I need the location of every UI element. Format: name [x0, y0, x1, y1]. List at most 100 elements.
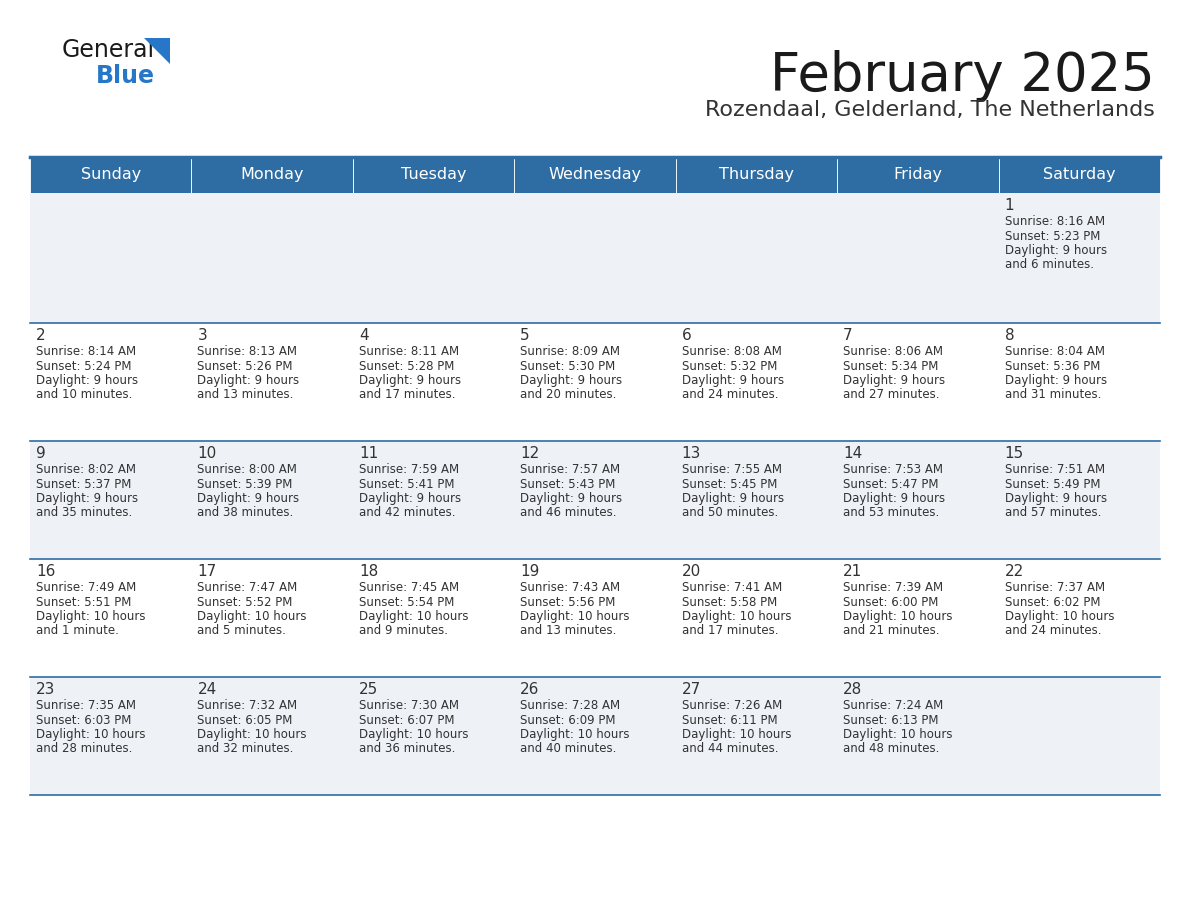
- Text: Sunset: 5:23 PM: Sunset: 5:23 PM: [1005, 230, 1100, 242]
- Text: Sunrise: 7:47 AM: Sunrise: 7:47 AM: [197, 581, 298, 594]
- Text: and 21 minutes.: and 21 minutes.: [843, 624, 940, 637]
- Text: Sunset: 5:45 PM: Sunset: 5:45 PM: [682, 477, 777, 490]
- Text: Sunrise: 7:24 AM: Sunrise: 7:24 AM: [843, 699, 943, 712]
- Text: Sunrise: 8:02 AM: Sunrise: 8:02 AM: [36, 463, 135, 476]
- Text: Daylight: 10 hours: Daylight: 10 hours: [682, 610, 791, 623]
- Text: Sunrise: 7:28 AM: Sunrise: 7:28 AM: [520, 699, 620, 712]
- Text: Sunset: 5:51 PM: Sunset: 5:51 PM: [36, 596, 132, 609]
- Text: Sunrise: 8:11 AM: Sunrise: 8:11 AM: [359, 345, 459, 358]
- Polygon shape: [144, 38, 170, 64]
- Text: and 31 minutes.: and 31 minutes.: [1005, 388, 1101, 401]
- Text: Daylight: 9 hours: Daylight: 9 hours: [1005, 374, 1107, 387]
- Text: 10: 10: [197, 446, 216, 461]
- Text: Sunrise: 8:06 AM: Sunrise: 8:06 AM: [843, 345, 943, 358]
- Text: Sunrise: 8:13 AM: Sunrise: 8:13 AM: [197, 345, 297, 358]
- Text: and 17 minutes.: and 17 minutes.: [682, 624, 778, 637]
- Text: Sunday: Sunday: [81, 167, 141, 183]
- Bar: [676, 157, 838, 193]
- Text: Sunrise: 8:00 AM: Sunrise: 8:00 AM: [197, 463, 297, 476]
- Text: Sunset: 5:26 PM: Sunset: 5:26 PM: [197, 360, 293, 373]
- Bar: [514, 157, 676, 193]
- Text: Sunrise: 7:55 AM: Sunrise: 7:55 AM: [682, 463, 782, 476]
- Text: and 36 minutes.: and 36 minutes.: [359, 743, 455, 756]
- Text: Daylight: 9 hours: Daylight: 9 hours: [682, 374, 784, 387]
- Text: Daylight: 9 hours: Daylight: 9 hours: [36, 374, 138, 387]
- Text: and 38 minutes.: and 38 minutes.: [197, 507, 293, 520]
- Text: 21: 21: [843, 564, 862, 579]
- Text: Sunrise: 7:45 AM: Sunrise: 7:45 AM: [359, 581, 459, 594]
- Bar: [353, 157, 514, 193]
- Text: Sunset: 5:32 PM: Sunset: 5:32 PM: [682, 360, 777, 373]
- Text: Daylight: 9 hours: Daylight: 9 hours: [520, 492, 623, 505]
- Text: Daylight: 10 hours: Daylight: 10 hours: [843, 728, 953, 741]
- Bar: [838, 157, 999, 193]
- Text: Rozendaal, Gelderland, The Netherlands: Rozendaal, Gelderland, The Netherlands: [706, 100, 1155, 120]
- Text: Daylight: 9 hours: Daylight: 9 hours: [359, 492, 461, 505]
- Text: 2: 2: [36, 328, 45, 343]
- Text: Daylight: 10 hours: Daylight: 10 hours: [520, 610, 630, 623]
- Bar: [191, 157, 353, 193]
- Text: Sunset: 5:41 PM: Sunset: 5:41 PM: [359, 477, 454, 490]
- Text: Sunrise: 7:59 AM: Sunrise: 7:59 AM: [359, 463, 459, 476]
- Text: Blue: Blue: [96, 64, 154, 88]
- Text: Wednesday: Wednesday: [549, 167, 642, 183]
- Bar: [30, 677, 1159, 795]
- Text: Daylight: 10 hours: Daylight: 10 hours: [682, 728, 791, 741]
- Text: and 48 minutes.: and 48 minutes.: [843, 743, 940, 756]
- Text: Sunset: 5:34 PM: Sunset: 5:34 PM: [843, 360, 939, 373]
- Text: and 57 minutes.: and 57 minutes.: [1005, 507, 1101, 520]
- Text: Daylight: 9 hours: Daylight: 9 hours: [1005, 244, 1107, 257]
- Text: Sunrise: 7:53 AM: Sunrise: 7:53 AM: [843, 463, 943, 476]
- Text: Daylight: 9 hours: Daylight: 9 hours: [843, 374, 946, 387]
- Text: Thursday: Thursday: [719, 167, 794, 183]
- Text: Daylight: 10 hours: Daylight: 10 hours: [36, 728, 145, 741]
- Text: and 42 minutes.: and 42 minutes.: [359, 507, 455, 520]
- Text: and 24 minutes.: and 24 minutes.: [682, 388, 778, 401]
- Text: Sunset: 5:28 PM: Sunset: 5:28 PM: [359, 360, 454, 373]
- Text: Daylight: 10 hours: Daylight: 10 hours: [520, 728, 630, 741]
- Text: 3: 3: [197, 328, 207, 343]
- Text: and 50 minutes.: and 50 minutes.: [682, 507, 778, 520]
- Text: Sunset: 6:05 PM: Sunset: 6:05 PM: [197, 713, 292, 726]
- Text: 18: 18: [359, 564, 378, 579]
- Text: and 46 minutes.: and 46 minutes.: [520, 507, 617, 520]
- Bar: [30, 441, 1159, 559]
- Text: and 13 minutes.: and 13 minutes.: [520, 624, 617, 637]
- Text: Monday: Monday: [240, 167, 304, 183]
- Text: and 28 minutes.: and 28 minutes.: [36, 743, 132, 756]
- Text: Sunrise: 7:35 AM: Sunrise: 7:35 AM: [36, 699, 135, 712]
- Text: and 44 minutes.: and 44 minutes.: [682, 743, 778, 756]
- Text: and 40 minutes.: and 40 minutes.: [520, 743, 617, 756]
- Text: 1: 1: [1005, 198, 1015, 213]
- Text: Daylight: 9 hours: Daylight: 9 hours: [843, 492, 946, 505]
- Text: Sunset: 6:11 PM: Sunset: 6:11 PM: [682, 713, 777, 726]
- Text: 12: 12: [520, 446, 539, 461]
- Text: and 27 minutes.: and 27 minutes.: [843, 388, 940, 401]
- Bar: [30, 323, 1159, 441]
- Text: Daylight: 10 hours: Daylight: 10 hours: [359, 610, 468, 623]
- Text: 15: 15: [1005, 446, 1024, 461]
- Text: 8: 8: [1005, 328, 1015, 343]
- Text: Sunrise: 7:57 AM: Sunrise: 7:57 AM: [520, 463, 620, 476]
- Text: Sunset: 6:13 PM: Sunset: 6:13 PM: [843, 713, 939, 726]
- Text: 24: 24: [197, 682, 216, 697]
- Text: General: General: [62, 38, 156, 62]
- Text: Daylight: 9 hours: Daylight: 9 hours: [359, 374, 461, 387]
- Text: Sunset: 6:02 PM: Sunset: 6:02 PM: [1005, 596, 1100, 609]
- Text: 9: 9: [36, 446, 46, 461]
- Text: Daylight: 9 hours: Daylight: 9 hours: [197, 492, 299, 505]
- Text: Sunset: 6:00 PM: Sunset: 6:00 PM: [843, 596, 939, 609]
- Text: Sunset: 5:43 PM: Sunset: 5:43 PM: [520, 477, 615, 490]
- Text: 27: 27: [682, 682, 701, 697]
- Bar: [999, 157, 1159, 193]
- Text: Sunrise: 8:04 AM: Sunrise: 8:04 AM: [1005, 345, 1105, 358]
- Text: and 17 minutes.: and 17 minutes.: [359, 388, 455, 401]
- Text: 28: 28: [843, 682, 862, 697]
- Text: 22: 22: [1005, 564, 1024, 579]
- Text: Sunrise: 7:30 AM: Sunrise: 7:30 AM: [359, 699, 459, 712]
- Text: Sunset: 6:03 PM: Sunset: 6:03 PM: [36, 713, 132, 726]
- Text: and 24 minutes.: and 24 minutes.: [1005, 624, 1101, 637]
- Text: Sunrise: 7:32 AM: Sunrise: 7:32 AM: [197, 699, 297, 712]
- Text: Daylight: 10 hours: Daylight: 10 hours: [197, 728, 307, 741]
- Text: 5: 5: [520, 328, 530, 343]
